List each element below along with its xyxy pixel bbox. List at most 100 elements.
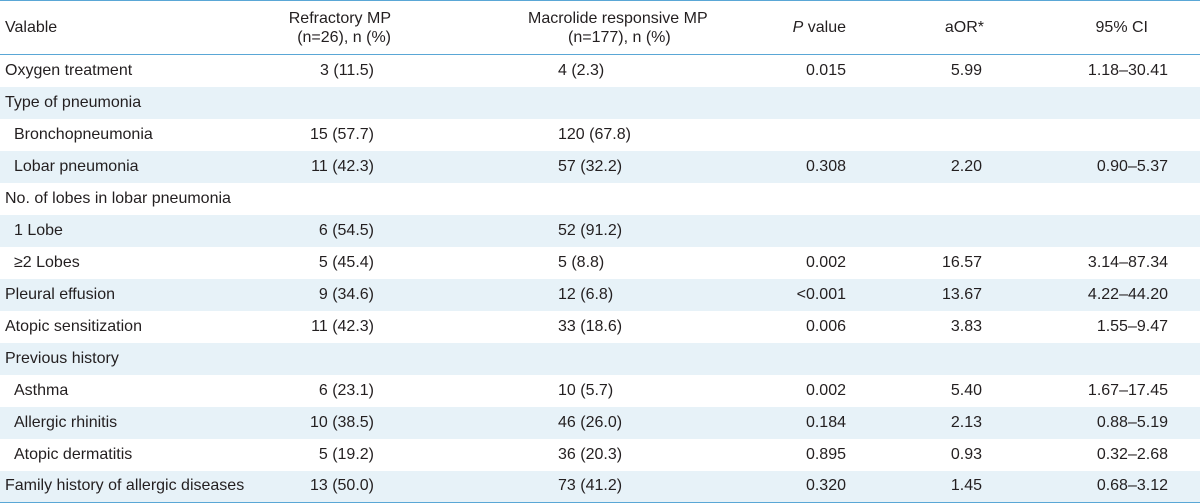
- cell-ci: [1064, 214, 1200, 247]
- cell-macrolide: 4 (2.3): [558, 61, 605, 79]
- cell-aor: 3.83: [950, 317, 982, 335]
- cell-aor: 2.13: [928, 406, 1064, 439]
- table-header-row: Valable Refractory MP (n=26), n (%) Macr…: [0, 0, 1200, 55]
- cell-refractory: 6 (23.1): [318, 381, 374, 399]
- header-p-value: P value: [742, 0, 928, 55]
- cell-ci: 0.32–2.68: [1096, 445, 1168, 463]
- cell-macrolide: [446, 183, 742, 215]
- cell-macrolide: [446, 86, 742, 119]
- cell-macrolide: 46 (26.0): [446, 406, 742, 439]
- cell-variable: Atopic sensitization: [5, 317, 142, 335]
- header-aor: aOR*: [928, 0, 1064, 55]
- cell-refractory: 10 (38.5): [260, 406, 446, 439]
- header-refractory-line1: Refractory MP: [288, 9, 391, 27]
- cell-p-value: [742, 119, 928, 151]
- cell-ci: 4.22–44.20: [1064, 278, 1200, 311]
- cell-variable: Previous history: [0, 342, 260, 375]
- cell-refractory: 3 (11.5): [320, 61, 374, 79]
- cell-ci: [1064, 183, 1200, 215]
- cell-p-value: 0.308: [742, 150, 928, 183]
- table-row: Bronchopneumonia 15 (57.7) 120 (67.8): [0, 119, 1200, 151]
- cell-refractory: 6 (54.5): [260, 214, 446, 247]
- cell-p-value: 0.002: [805, 253, 846, 271]
- cell-p-value: 0.015: [805, 61, 846, 79]
- cell-ci: 0.90–5.37: [1064, 150, 1200, 183]
- header-macrolide: Macrolide responsive MP (n=177), n (%): [446, 0, 742, 55]
- table-row: Oxygen treatment 3 (11.5) 4 (2.3) 0.015 5.99…: [0, 55, 1200, 87]
- table-body: Oxygen treatment 3 (11.5) 4 (2.3) 0.015 5.99…: [0, 55, 1200, 503]
- cell-p-value: [742, 342, 928, 375]
- cell-ci: 1.55–9.47: [1096, 317, 1168, 335]
- cell-aor: 1.45: [928, 470, 1064, 503]
- table-row: Atopic sensitization 11 (42.3) 33 (18.6) 0.…: [0, 311, 1200, 343]
- cell-macrolide: 120 (67.8): [558, 125, 631, 143]
- cell-macrolide: 12 (6.8): [446, 278, 742, 311]
- cell-macrolide: 36 (20.3): [558, 445, 623, 463]
- cell-aor: [928, 119, 1064, 151]
- cell-aor: 0.93: [950, 445, 982, 463]
- cell-refractory: 5 (45.4): [318, 253, 374, 271]
- cell-refractory: [260, 342, 446, 375]
- cell-macrolide: 52 (91.2): [446, 214, 742, 247]
- cell-macrolide: 10 (5.7): [558, 381, 614, 399]
- cell-macrolide: 57 (32.2): [446, 150, 742, 183]
- cell-variable: Family history of allergic diseases: [0, 470, 260, 503]
- cell-aor: 16.57: [941, 253, 982, 271]
- cell-variable: Asthma: [14, 381, 69, 399]
- cell-ci: 1.18–30.41: [1087, 61, 1168, 79]
- cell-p-value: [742, 214, 928, 247]
- cell-variable: Type of pneumonia: [0, 86, 260, 119]
- cell-refractory: 15 (57.7): [309, 125, 374, 143]
- table-row: Lobar pneumonia 11 (42.3) 57 (32.2) 0.308 2.…: [0, 150, 1200, 183]
- table-row: Allergic rhinitis 10 (38.5) 46 (26.0) 0.184…: [0, 406, 1200, 439]
- cell-variable: Allergic rhinitis: [0, 406, 260, 439]
- cell-variable: Oxygen treatment: [5, 61, 133, 79]
- cell-variable: Atopic dermatitis: [14, 445, 133, 463]
- header-p-rest: value: [803, 19, 846, 36]
- table-row: Atopic dermatitis 5 (19.2) 36 (20.3) 0.895 0…: [0, 439, 1200, 471]
- cell-aor: 2.20: [928, 150, 1064, 183]
- cell-p-value: <0.001: [742, 278, 928, 311]
- header-macrolide-line1: Macrolide responsive MP: [528, 9, 708, 27]
- cell-variable: Bronchopneumonia: [14, 125, 153, 143]
- header-p-italic: P: [792, 19, 804, 36]
- cell-refractory: [260, 86, 446, 119]
- cell-refractory: 13 (50.0): [260, 470, 446, 503]
- table-row: Previous history: [0, 342, 1200, 375]
- cell-ci: 0.88–5.19: [1064, 406, 1200, 439]
- cell-aor: [928, 183, 1064, 215]
- cell-aor: 5.99: [950, 61, 982, 79]
- cell-refractory: 9 (34.6): [260, 278, 446, 311]
- cell-aor: 5.40: [950, 381, 982, 399]
- header-refractory-line2: (n=26), n (%): [297, 28, 391, 46]
- cell-ci: [1064, 86, 1200, 119]
- cell-variable: 1 Lobe: [0, 214, 260, 247]
- cell-variable: Lobar pneumonia: [0, 150, 260, 183]
- cell-p-value: [742, 86, 928, 119]
- cell-p-value: 0.184: [742, 406, 928, 439]
- cell-ci: 1.67–17.45: [1087, 381, 1168, 399]
- cell-variable: Pleural effusion: [0, 278, 260, 311]
- cell-refractory: 11 (42.3): [260, 150, 446, 183]
- cell-p-value: 0.320: [742, 470, 928, 503]
- header-refractory: Refractory MP (n=26), n (%): [260, 0, 446, 55]
- cell-p-value: 0.006: [805, 317, 846, 335]
- cell-macrolide: 5 (8.8): [558, 253, 605, 271]
- cell-macrolide: [446, 342, 742, 375]
- cell-variable: ≥2 Lobes: [14, 253, 80, 271]
- cell-aor: [928, 86, 1064, 119]
- cell-macrolide: 33 (18.6): [558, 317, 623, 335]
- cell-refractory: [260, 183, 446, 215]
- cell-ci: [1064, 119, 1200, 151]
- cell-variable: No. of lobes in lobar pneumonia: [5, 189, 231, 207]
- table-row: No. of lobes in lobar pneumonia: [0, 183, 1200, 215]
- table-row: Type of pneumonia: [0, 86, 1200, 119]
- cell-aor: [928, 342, 1064, 375]
- table-row: ≥2 Lobes 5 (45.4) 5 (8.8) 0.002 16.57 3.14–87…: [0, 247, 1200, 279]
- table-row: Pleural effusion 9 (34.6) 12 (6.8) <0.001 13…: [0, 278, 1200, 311]
- cell-aor: 13.67: [928, 278, 1064, 311]
- table-row: Asthma 6 (23.1) 10 (5.7) 0.002 5.40 1.67–17.4…: [0, 375, 1200, 407]
- header-variable: Valable: [0, 0, 260, 55]
- cell-refractory: 11 (42.3): [311, 317, 374, 335]
